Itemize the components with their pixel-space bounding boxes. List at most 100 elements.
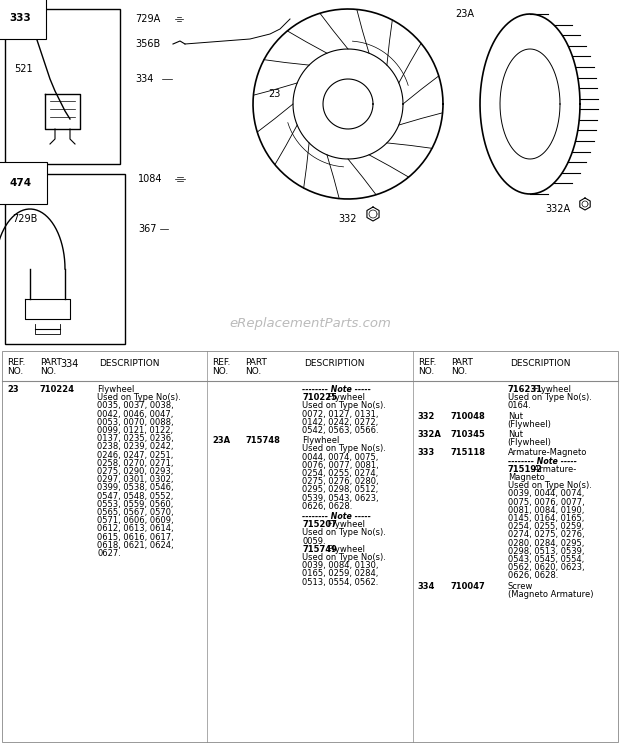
Bar bbox=[5, 174, 125, 344]
Text: 0298, 0513, 0539,: 0298, 0513, 0539, bbox=[508, 547, 584, 556]
Text: 0627.: 0627. bbox=[97, 549, 121, 558]
Text: 0044, 0074, 0075,: 0044, 0074, 0075, bbox=[303, 452, 379, 461]
Text: 0246, 0247, 0251,: 0246, 0247, 0251, bbox=[97, 451, 174, 460]
Text: 0075, 0076, 0077,: 0075, 0076, 0077, bbox=[508, 498, 585, 507]
Text: 0164.: 0164. bbox=[508, 402, 531, 411]
Text: 0399, 0538, 0546,: 0399, 0538, 0546, bbox=[97, 484, 174, 493]
Text: 0543, 0545, 0554,: 0543, 0545, 0554, bbox=[508, 555, 584, 564]
Text: 0142, 0242, 0272,: 0142, 0242, 0272, bbox=[303, 418, 379, 427]
Text: 0626, 0628.: 0626, 0628. bbox=[508, 571, 558, 580]
Text: 710047: 710047 bbox=[451, 582, 485, 591]
Bar bbox=[5, 9, 120, 164]
Text: PART: PART bbox=[451, 358, 472, 367]
Text: 715749: 715749 bbox=[303, 545, 337, 554]
Text: 0258, 0270, 0271,: 0258, 0270, 0271, bbox=[97, 459, 174, 468]
Text: 0137, 0235, 0236,: 0137, 0235, 0236, bbox=[97, 434, 174, 443]
Text: 0612, 0613, 0614,: 0612, 0613, 0614, bbox=[97, 525, 174, 533]
Text: 334: 334 bbox=[60, 359, 78, 369]
Text: PART: PART bbox=[40, 358, 62, 367]
Text: 0562, 0620, 0623,: 0562, 0620, 0623, bbox=[508, 563, 584, 572]
Text: 0039, 0084, 0130,: 0039, 0084, 0130, bbox=[303, 561, 379, 570]
Text: 0053, 0070, 0088,: 0053, 0070, 0088, bbox=[97, 418, 174, 427]
Text: REF.: REF. bbox=[212, 358, 231, 367]
Text: 1084: 1084 bbox=[138, 174, 162, 184]
Text: -------- Note -----: -------- Note ----- bbox=[508, 457, 577, 466]
Text: NO.: NO. bbox=[246, 367, 262, 376]
Text: 333: 333 bbox=[9, 13, 31, 23]
Text: 0513, 0554, 0562.: 0513, 0554, 0562. bbox=[303, 577, 379, 586]
Text: Used on Type No(s).: Used on Type No(s). bbox=[303, 553, 386, 562]
Text: 332A: 332A bbox=[418, 430, 441, 439]
Text: -------- Note -----: -------- Note ----- bbox=[303, 512, 371, 521]
Text: 0275, 0290, 0293,: 0275, 0290, 0293, bbox=[97, 467, 174, 476]
Text: 0275, 0276, 0280,: 0275, 0276, 0280, bbox=[303, 477, 379, 486]
Text: 0254, 0255, 0259,: 0254, 0255, 0259, bbox=[508, 522, 584, 531]
Text: 0618, 0621, 0624,: 0618, 0621, 0624, bbox=[97, 541, 174, 550]
Text: 334: 334 bbox=[135, 74, 153, 84]
Text: 716231: 716231 bbox=[508, 385, 542, 394]
Text: 334: 334 bbox=[418, 582, 435, 591]
Text: (Flywheel): (Flywheel) bbox=[508, 438, 552, 447]
Text: Nut: Nut bbox=[508, 430, 523, 439]
Text: 332: 332 bbox=[338, 214, 356, 224]
Text: (Flywheel): (Flywheel) bbox=[508, 420, 552, 429]
Text: Used on Type No(s).: Used on Type No(s). bbox=[303, 402, 386, 411]
Text: 356B: 356B bbox=[135, 39, 160, 49]
Text: 710345: 710345 bbox=[451, 430, 485, 439]
Text: DESCRIPTION: DESCRIPTION bbox=[99, 359, 159, 368]
Text: 710048: 710048 bbox=[451, 411, 485, 420]
Text: 710224: 710224 bbox=[40, 385, 75, 394]
Text: PART: PART bbox=[246, 358, 267, 367]
Text: 715192: 715192 bbox=[508, 465, 542, 474]
Text: 715748: 715748 bbox=[246, 436, 280, 445]
Text: 0565, 0567, 0570,: 0565, 0567, 0570, bbox=[97, 508, 174, 517]
Text: 367: 367 bbox=[138, 224, 156, 234]
Text: 23A: 23A bbox=[455, 9, 474, 19]
Text: Used on Type No(s).: Used on Type No(s). bbox=[303, 444, 386, 453]
Text: 715207: 715207 bbox=[303, 520, 337, 529]
Text: 23: 23 bbox=[268, 89, 280, 99]
Text: 0238, 0239, 0242,: 0238, 0239, 0242, bbox=[97, 443, 174, 452]
Text: 23: 23 bbox=[7, 385, 19, 394]
Text: 0081, 0084, 0190,: 0081, 0084, 0190, bbox=[508, 506, 584, 515]
Text: 0035, 0037, 0038,: 0035, 0037, 0038, bbox=[97, 402, 174, 411]
Text: 0076, 0077, 0081,: 0076, 0077, 0081, bbox=[303, 461, 379, 469]
Text: 0547, 0548, 0552,: 0547, 0548, 0552, bbox=[97, 492, 174, 501]
Text: -------- Note -----: -------- Note ----- bbox=[303, 385, 371, 394]
Text: 710225: 710225 bbox=[303, 393, 337, 403]
Text: NO.: NO. bbox=[212, 367, 229, 376]
Text: 0042, 0046, 0047,: 0042, 0046, 0047, bbox=[97, 410, 174, 419]
Text: 23A: 23A bbox=[212, 436, 231, 445]
Text: DESCRIPTION: DESCRIPTION bbox=[304, 359, 365, 368]
Text: 0295, 0298, 0512,: 0295, 0298, 0512, bbox=[303, 485, 379, 495]
Text: NO.: NO. bbox=[7, 367, 24, 376]
Text: 0059.: 0059. bbox=[303, 536, 326, 545]
Text: 0280, 0284, 0295,: 0280, 0284, 0295, bbox=[508, 539, 584, 548]
Text: 0254, 0255, 0274,: 0254, 0255, 0274, bbox=[303, 469, 379, 478]
Text: 0297, 0301, 0302,: 0297, 0301, 0302, bbox=[97, 475, 174, 484]
Text: 715118: 715118 bbox=[451, 449, 485, 458]
Text: Armature-: Armature- bbox=[531, 465, 576, 474]
Text: 333: 333 bbox=[418, 449, 435, 458]
Text: 332: 332 bbox=[418, 411, 435, 420]
Text: 729A: 729A bbox=[135, 14, 160, 24]
Text: 332A: 332A bbox=[545, 204, 570, 214]
Text: Used on Type No(s).: Used on Type No(s). bbox=[303, 528, 386, 537]
Text: Flywheel: Flywheel bbox=[326, 520, 365, 529]
Text: Used on Type No(s).: Used on Type No(s). bbox=[508, 481, 591, 490]
Text: 729B: 729B bbox=[12, 214, 37, 224]
Text: Flywheel: Flywheel bbox=[326, 393, 365, 403]
Text: Flywheel: Flywheel bbox=[326, 545, 365, 554]
Text: Screw: Screw bbox=[508, 582, 533, 591]
Text: Used on Type No(s).: Used on Type No(s). bbox=[97, 393, 181, 403]
Text: 0571, 0606, 0609,: 0571, 0606, 0609, bbox=[97, 516, 174, 525]
Text: 0274, 0275, 0276,: 0274, 0275, 0276, bbox=[508, 530, 584, 539]
Text: 0553, 0559, 0560,: 0553, 0559, 0560, bbox=[97, 500, 174, 509]
Text: 0615, 0616, 0617,: 0615, 0616, 0617, bbox=[97, 533, 174, 542]
Text: NO.: NO. bbox=[451, 367, 467, 376]
Text: 0542, 0563, 0566.: 0542, 0563, 0566. bbox=[303, 426, 379, 435]
Text: Nut: Nut bbox=[508, 411, 523, 420]
Text: 0626, 0628.: 0626, 0628. bbox=[303, 501, 353, 511]
Text: Armature-Magneto: Armature-Magneto bbox=[508, 449, 587, 458]
Text: eReplacementParts.com: eReplacementParts.com bbox=[229, 318, 391, 330]
